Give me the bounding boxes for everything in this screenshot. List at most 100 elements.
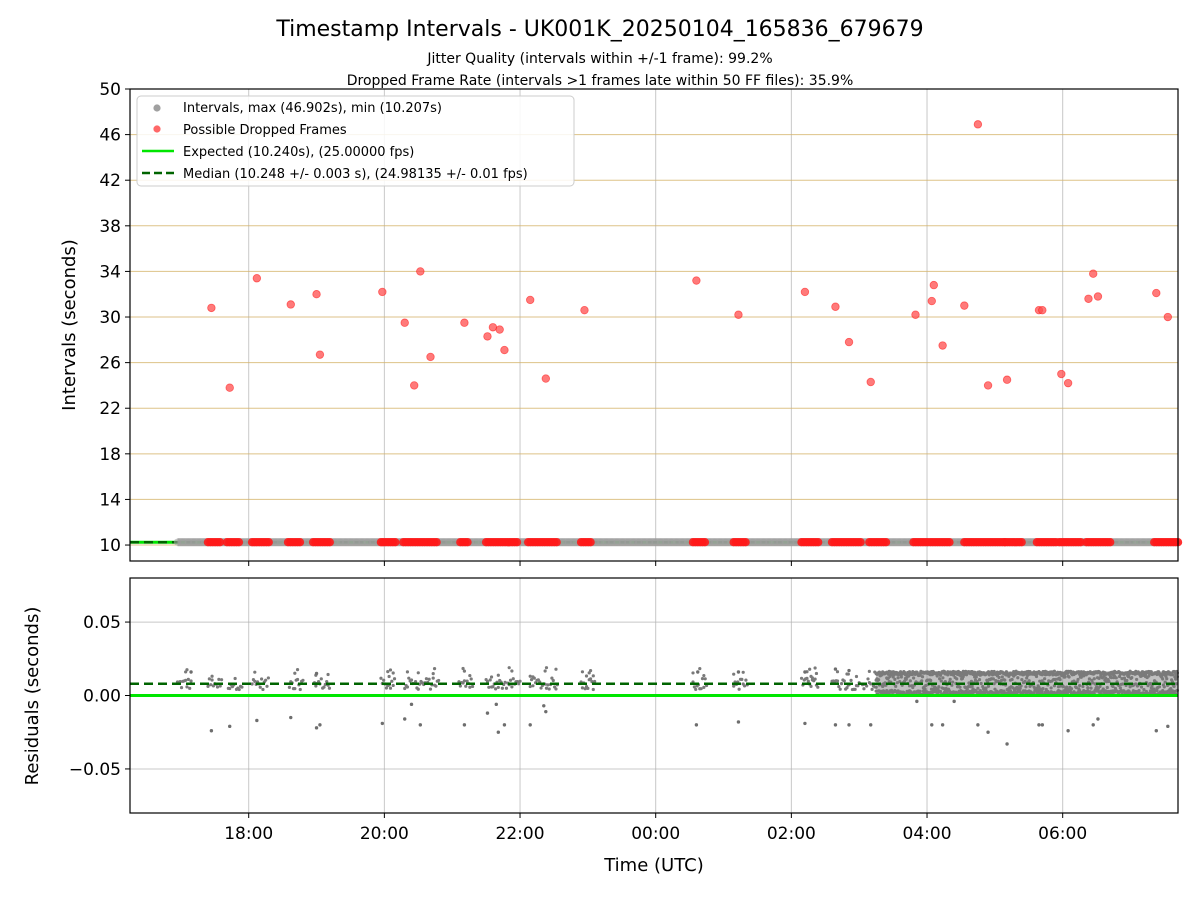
residual-point [1062,685,1065,688]
residual-point [410,678,413,681]
residual-point [732,673,735,676]
residual-outlier-point [1066,729,1069,732]
residual-outlier-point [228,725,231,728]
top-ytick-label: 30 [99,308,121,328]
residual-point [586,687,589,690]
residual-point [814,666,817,669]
residual-point [976,687,979,690]
residual-outlier-point [189,670,192,673]
dropped-frame-point [417,268,425,276]
top-ytick-label: 18 [99,445,121,465]
legend-median-label: Median (10.248 +/- 0.003 s), (24.98135 +… [183,167,528,182]
residual-outlier-point [1005,742,1008,745]
residual-outlier-point [737,720,740,723]
residual-point [228,687,231,690]
residual-point [702,686,705,689]
dropped-frame-point [401,319,409,327]
residual-point [912,676,915,679]
residual-point [216,685,219,688]
residual-point [1067,675,1070,678]
residual-point [585,674,588,677]
residual-point [544,669,547,672]
residual-point [379,677,382,680]
residual-point [1010,678,1013,681]
dropped-frame-point [1003,376,1011,384]
residual-point [217,678,220,681]
residual-point [326,673,329,676]
dropped-frame-point [912,311,920,319]
residual-point [253,680,256,683]
residual-point [393,677,396,680]
bottom-ytick-label: −0.05 [69,760,121,780]
dropped-frame-point [939,342,947,350]
residual-outlier-point [1155,729,1158,732]
top-ytick-label: 38 [99,217,121,237]
residual-point [1115,676,1118,679]
residual-point [545,687,548,690]
residual-point [267,676,270,679]
residual-point [847,672,850,675]
residual-point [1158,685,1161,688]
dropped-frame-point [313,290,321,298]
residual-outlier-point [318,723,321,726]
dropped-frame-baseline-point [1106,538,1114,546]
residual-point [508,666,511,669]
residual-outlier-point [419,723,422,726]
dropped-frame-baseline-point [701,538,709,546]
residual-point [240,685,243,688]
residual-point [807,680,810,683]
dropped-frame-point [832,303,840,311]
residual-outlier-point [834,723,837,726]
dropped-frame-point [581,306,589,314]
residual-point [425,677,428,680]
residual-outlier-point [976,723,979,726]
x-tick-label: 22:00 [496,824,545,844]
residual-point [470,677,473,680]
dropped-frame-point [801,288,809,296]
residual-point [1098,685,1101,688]
residual-point [238,688,241,691]
residual-point [811,676,814,679]
residual-point [529,675,532,678]
residual-point [509,679,512,682]
residual-point [809,685,812,688]
residual-point [975,675,978,678]
residual-point [432,677,435,680]
residual-point [1028,679,1031,682]
dropped-frame-point [845,338,853,346]
residual-point [855,675,858,678]
residual-point [260,677,263,680]
dropped-frame-point [930,281,938,289]
residual-point [487,686,490,689]
residual-point [320,677,323,680]
residual-point [808,668,811,671]
residual-point [403,687,406,690]
residual-outlier-point [210,729,213,732]
residual-point [428,678,431,681]
residual-point [296,668,299,671]
residual-point [552,679,555,682]
residual-outlier-point [497,731,500,734]
residual-point [1063,675,1066,678]
residual-point [501,687,504,690]
residual-point [504,681,507,684]
residual-point [533,677,536,680]
residual-point [184,679,187,682]
residual-outlier-point [930,723,933,726]
residual-point [704,677,707,680]
residual-point [1140,685,1143,688]
residual-point [877,678,880,681]
dropped-frame-baseline-point [1017,538,1025,546]
residual-point [836,670,839,673]
dropped-frame-point [1094,293,1102,301]
residual-point [866,677,869,680]
residual-point [288,686,291,689]
dropped-frame-baseline-point [882,538,890,546]
residual-point [1001,675,1004,678]
residual-point [261,688,264,691]
residual-point [955,677,958,680]
residual-point [939,690,942,693]
residual-point [185,685,188,688]
residual-outlier-point [289,716,292,719]
